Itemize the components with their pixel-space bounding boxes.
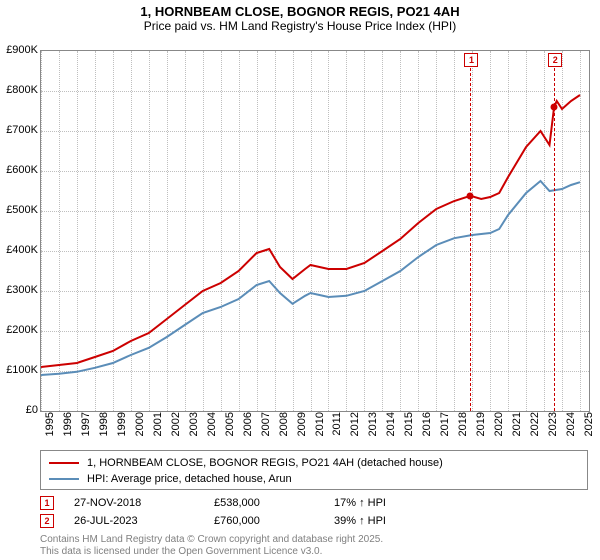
x-tick-label: 2001	[152, 412, 164, 442]
y-tick-label: £100K	[6, 364, 38, 376]
sale-marker-dot	[467, 192, 474, 199]
y-tick-label: £800K	[6, 84, 38, 96]
y-tick-label: £0	[26, 404, 38, 416]
y-tick-label: £900K	[6, 44, 38, 56]
footer: Contains HM Land Registry data © Crown c…	[40, 534, 383, 558]
chart-container: 1, HORNBEAM CLOSE, BOGNOR REGIS, PO21 4A…	[0, 0, 600, 560]
x-tick-label: 2013	[367, 412, 379, 442]
x-tick-label: 2007	[260, 412, 272, 442]
x-tick-label: 2022	[529, 412, 541, 442]
sales-row-date: 26-JUL-2023	[74, 515, 214, 527]
sales-row-marker: 1	[40, 496, 54, 510]
footer-line2: This data is licensed under the Open Gov…	[40, 546, 383, 558]
legend-item-2: HPI: Average price, detached house, Arun	[49, 471, 579, 487]
x-tick-label: 1998	[98, 412, 110, 442]
x-tick-label: 2006	[242, 412, 254, 442]
sales-row: 2 26-JUL-2023£760,00039% ↑ HPI	[40, 512, 474, 530]
x-tick-label: 2005	[224, 412, 236, 442]
sales-row-diff: 39% ↑ HPI	[334, 515, 474, 527]
x-tick-label: 2015	[403, 412, 415, 442]
x-tick-label: 1996	[62, 412, 74, 442]
y-tick-label: £700K	[6, 124, 38, 136]
x-tick-label: 2003	[188, 412, 200, 442]
x-tick-label: 2010	[314, 412, 326, 442]
sale-marker-box: 1	[464, 53, 478, 67]
sale-marker-dot	[551, 104, 558, 111]
footer-line1: Contains HM Land Registry data © Crown c…	[40, 534, 383, 546]
x-tick-label: 2025	[583, 412, 595, 442]
sales-row-marker: 2	[40, 514, 54, 528]
series-line	[41, 95, 580, 367]
x-tick-label: 2020	[493, 412, 505, 442]
x-tick-label: 2011	[331, 412, 343, 442]
sales-table: 1 27-NOV-2018£538,00017% ↑ HPI 2 26-JUL-202…	[40, 494, 474, 530]
x-tick-label: 2017	[439, 412, 451, 442]
x-tick-label: 2009	[296, 412, 308, 442]
plot-area: 12	[40, 50, 590, 412]
sales-row-diff: 17% ↑ HPI	[334, 497, 474, 509]
sales-row-date: 27-NOV-2018	[74, 497, 214, 509]
x-tick-label: 2024	[565, 412, 577, 442]
series-lines	[41, 51, 589, 411]
legend-swatch-1	[49, 462, 79, 464]
x-tick-label: 2000	[134, 412, 146, 442]
sales-row-price: £538,000	[214, 497, 334, 509]
legend-label-1: 1, HORNBEAM CLOSE, BOGNOR REGIS, PO21 4A…	[87, 457, 443, 469]
legend-swatch-2	[49, 478, 79, 480]
x-tick-label: 2008	[278, 412, 290, 442]
title-line2: Price paid vs. HM Land Registry's House …	[0, 19, 600, 33]
x-tick-label: 1997	[80, 412, 92, 442]
x-tick-label: 2019	[475, 412, 487, 442]
x-tick-label: 2018	[457, 412, 469, 442]
sales-row: 1 27-NOV-2018£538,00017% ↑ HPI	[40, 494, 474, 512]
x-tick-label: 2012	[349, 412, 361, 442]
y-tick-label: £300K	[6, 284, 38, 296]
x-tick-label: 2004	[206, 412, 218, 442]
x-tick-label: 1999	[116, 412, 128, 442]
title-line1: 1, HORNBEAM CLOSE, BOGNOR REGIS, PO21 4A…	[0, 4, 600, 19]
x-tick-label: 2021	[511, 412, 523, 442]
sale-marker-box: 2	[548, 53, 562, 67]
x-tick-label: 2023	[547, 412, 559, 442]
y-tick-label: £600K	[6, 164, 38, 176]
sales-row-price: £760,000	[214, 515, 334, 527]
y-tick-label: £500K	[6, 204, 38, 216]
x-tick-label: 2002	[170, 412, 182, 442]
y-tick-label: £200K	[6, 324, 38, 336]
legend-item-1: 1, HORNBEAM CLOSE, BOGNOR REGIS, PO21 4A…	[49, 455, 579, 471]
x-tick-label: 2016	[421, 412, 433, 442]
x-tick-label: 2014	[385, 412, 397, 442]
x-tick-label: 1995	[44, 412, 56, 442]
title-block: 1, HORNBEAM CLOSE, BOGNOR REGIS, PO21 4A…	[0, 0, 600, 33]
legend: 1, HORNBEAM CLOSE, BOGNOR REGIS, PO21 4A…	[40, 450, 588, 490]
y-tick-label: £400K	[6, 244, 38, 256]
legend-label-2: HPI: Average price, detached house, Arun	[87, 473, 292, 485]
